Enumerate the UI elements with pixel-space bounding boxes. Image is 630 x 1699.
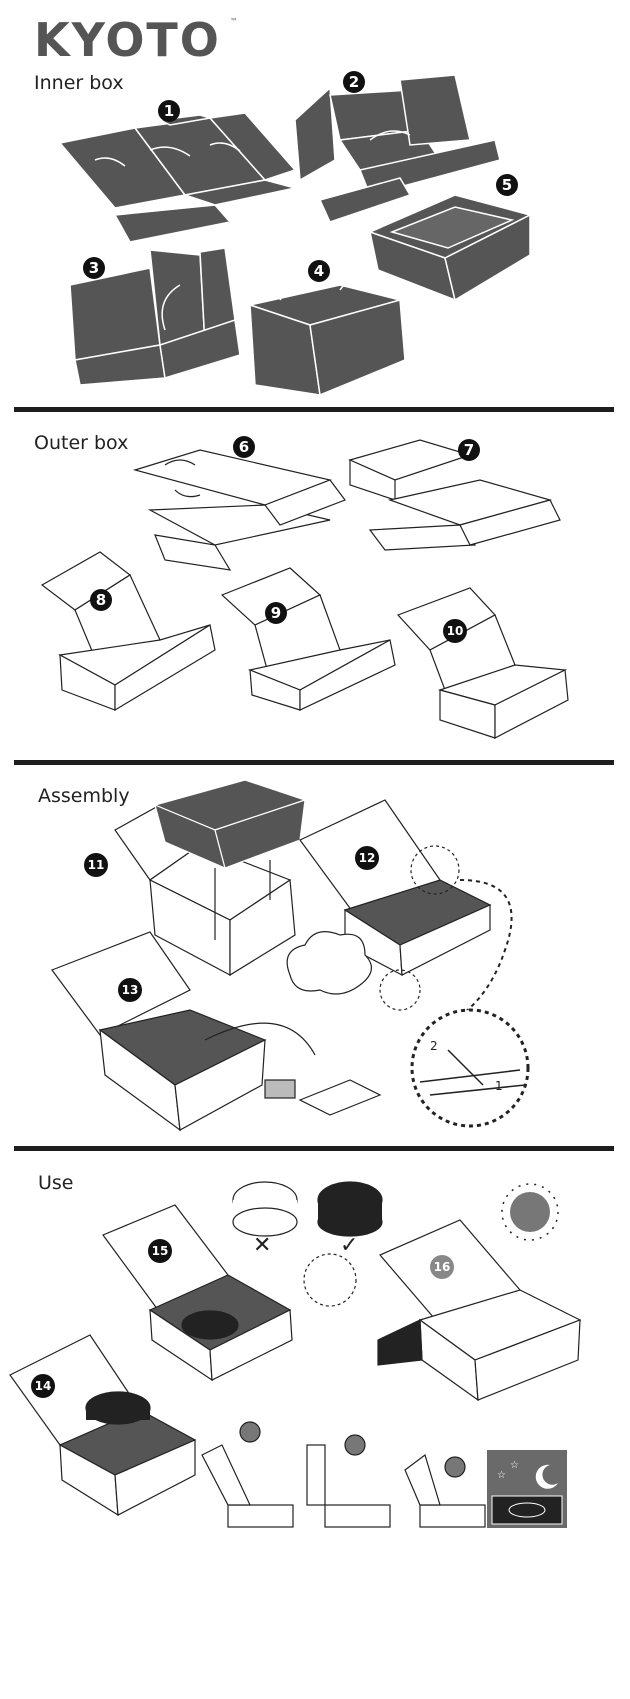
trademark-mark: ™ (230, 17, 238, 26)
section-title-assembly: Assembly (38, 785, 130, 807)
svg-text:12: 12 (359, 851, 376, 865)
use-step14 (9, 1334, 197, 1517)
sun-angle-diagrams (201, 1421, 486, 1528)
step-badge-15: 15 (148, 1239, 172, 1263)
step-badge-13: 13 (118, 978, 142, 1002)
step-badge-2: 2 (343, 71, 365, 93)
correct-pot-mark: ✓ (340, 1233, 358, 1258)
wrong-pot-mark: ✕ (253, 1233, 271, 1258)
svg-text:5: 5 (502, 176, 512, 194)
outer-partial-fold-step7 (348, 439, 561, 551)
fold-detail-callout: 2 1 (410, 1008, 530, 1128)
detail-label-1: 1 (495, 1079, 503, 1093)
section-title-outer-box: Outer box (34, 432, 129, 454)
outer-box-folding-step9 (220, 567, 396, 711)
svg-text:4: 4 (314, 262, 324, 280)
inner-box-complete-step5 (367, 194, 533, 302)
section-divider (14, 407, 614, 412)
svg-text:14: 14 (35, 1379, 52, 1393)
svg-text:10: 10 (447, 624, 464, 638)
step-badge-5: 5 (496, 174, 518, 196)
detail-label-2: 2 (430, 1039, 438, 1053)
svg-text:11: 11 (88, 858, 105, 872)
svg-text:3: 3 (89, 259, 99, 277)
svg-text:8: 8 (96, 591, 106, 609)
svg-text:16: 16 (434, 1260, 451, 1274)
kyoto-logo: KYOTO ™ (34, 13, 238, 67)
star-icon: ☆ (497, 1470, 506, 1481)
svg-text:15: 15 (152, 1244, 169, 1258)
section-title-inner-box: Inner box (34, 72, 124, 94)
step-badge-8: 8 (90, 589, 112, 611)
step-badge-14: 14 (31, 1374, 55, 1398)
outer-box-folding-step10 (396, 587, 569, 739)
section-divider (14, 1146, 614, 1151)
star-icon: ☆ (510, 1460, 519, 1471)
svg-text:1: 1 (164, 102, 174, 120)
inner-partial-fold-step2 (294, 74, 501, 223)
outer-flat-sheet-step6 (132, 449, 346, 571)
step-badge-16: 16 (430, 1255, 454, 1279)
brand-name: KYOTO (34, 13, 221, 67)
step-badge-9: 9 (265, 602, 287, 624)
svg-text:9: 9 (271, 604, 281, 622)
step-badge-10: 10 (443, 619, 467, 643)
svg-text:13: 13 (122, 983, 139, 997)
inner-flat-sheet-step1 (58, 112, 297, 243)
step-badge-4: 4 (308, 260, 330, 282)
step-badge-1: 1 (158, 100, 180, 122)
inner-box-folding-step3 (69, 247, 241, 386)
svg-text:2: 2 (349, 73, 359, 91)
inner-box-folding-step4 (247, 278, 406, 397)
step-badge-3: 3 (83, 257, 105, 279)
pot-choice (232, 1181, 383, 1237)
step-badge-12: 12 (355, 846, 379, 870)
sun-icon (501, 1183, 559, 1241)
svg-text:7: 7 (464, 441, 474, 459)
assembly-step11 (114, 779, 307, 977)
step-badge-6: 6 (233, 436, 255, 458)
step-badge-7: 7 (458, 439, 480, 461)
svg-text:6: 6 (239, 438, 249, 456)
section-title-use: Use (38, 1172, 74, 1194)
section-divider (14, 760, 614, 765)
night-storage-panel: ☆ ☆ (487, 1450, 567, 1528)
step-badge-11: 11 (84, 853, 108, 877)
